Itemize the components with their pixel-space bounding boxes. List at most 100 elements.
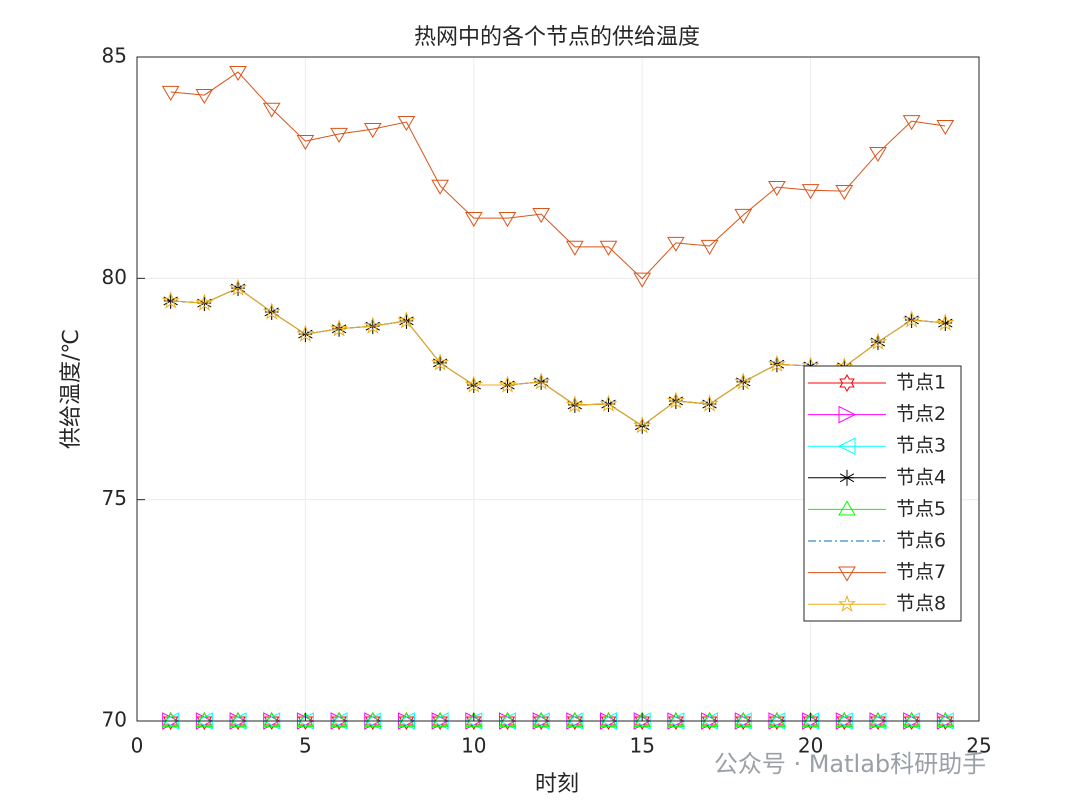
marker [667,236,685,252]
legend-label: 节点4 [896,466,946,488]
series [161,65,955,288]
marker [565,712,584,728]
marker [297,711,314,731]
marker [767,354,786,372]
marker [498,375,517,393]
marker [837,594,857,612]
marker [262,302,281,320]
marker [330,127,348,144]
legend-label: 节点8 [896,593,946,615]
x-tick-label: 20 [798,734,823,758]
marker [464,375,483,393]
y-axis-label: 供给温度/℃ [59,329,84,449]
x-tick-label: 0 [131,734,144,758]
y-tick-label: 85 [102,44,127,68]
marker [902,115,921,131]
marker [567,712,583,730]
marker [364,712,381,730]
marker [161,291,180,309]
marker [431,179,449,195]
marker [801,184,820,200]
marker [363,123,382,139]
watermark: 公众号 · Matlab科研助手 [714,750,986,778]
legend-label: 节点5 [896,498,946,520]
ticks: 0 5 10 15 20 25 70 75 80 85 [102,44,992,758]
marker [734,372,753,390]
marker [330,319,349,337]
marker [633,416,652,434]
legend-label: 节点6 [896,530,946,552]
marker [768,181,786,197]
marker [466,711,482,731]
marker [835,185,854,201]
marker [398,712,415,730]
marker [230,712,246,730]
marker [667,712,685,728]
legend-label: 节点3 [896,435,946,457]
y-tick-label: 75 [102,486,127,510]
marker [936,712,955,728]
marker [938,315,953,332]
marker [330,712,348,728]
x-axis-label: 时刻 [535,772,579,797]
x-tick-label: 5 [299,734,312,758]
marker [735,712,752,730]
marker [666,391,685,409]
marker [432,711,448,731]
marker [162,711,179,731]
axes-box [136,56,980,722]
marker [195,293,214,311]
marker [870,712,886,730]
marker [868,332,888,350]
marker [163,292,178,309]
marker [331,711,347,731]
marker [936,313,955,331]
marker [565,395,584,413]
marker [263,711,280,731]
marker [936,119,955,136]
y-tick-label: 70 [102,708,127,732]
marker [499,711,516,731]
marker [869,146,887,163]
marker [869,712,887,728]
marker [229,65,247,82]
marker [769,711,785,731]
x-tick-label: 15 [629,734,654,758]
marker [599,240,618,256]
marker [533,712,549,730]
marker [532,372,551,390]
marker [600,711,617,731]
marker [228,278,248,296]
marker [839,373,855,393]
x-tick-label: 25 [966,734,991,758]
legend: 节点1 节点2 节点3 节点4 节点5 节点6 节点7 节点8 [808,372,946,615]
marker [161,712,180,728]
marker [701,712,718,730]
marker [532,712,551,728]
marker [903,712,920,730]
marker [431,712,449,728]
marker [839,469,855,486]
marker [195,712,214,728]
marker [464,712,483,728]
marker [838,566,856,582]
legend-label: 节点7 [896,561,946,583]
legend-label: 节点2 [896,403,946,425]
marker [700,394,719,412]
marker [599,394,618,412]
marker [599,712,618,728]
marker [161,85,180,101]
marker [734,712,753,728]
marker [937,711,954,731]
marker [565,240,584,256]
marker [262,102,281,118]
marker [397,712,416,728]
marker [835,712,854,728]
marker [837,437,856,456]
marker [397,311,416,329]
marker [431,353,450,371]
x-tick-label: 10 [461,734,486,758]
marker [363,316,382,334]
marker [296,712,315,728]
